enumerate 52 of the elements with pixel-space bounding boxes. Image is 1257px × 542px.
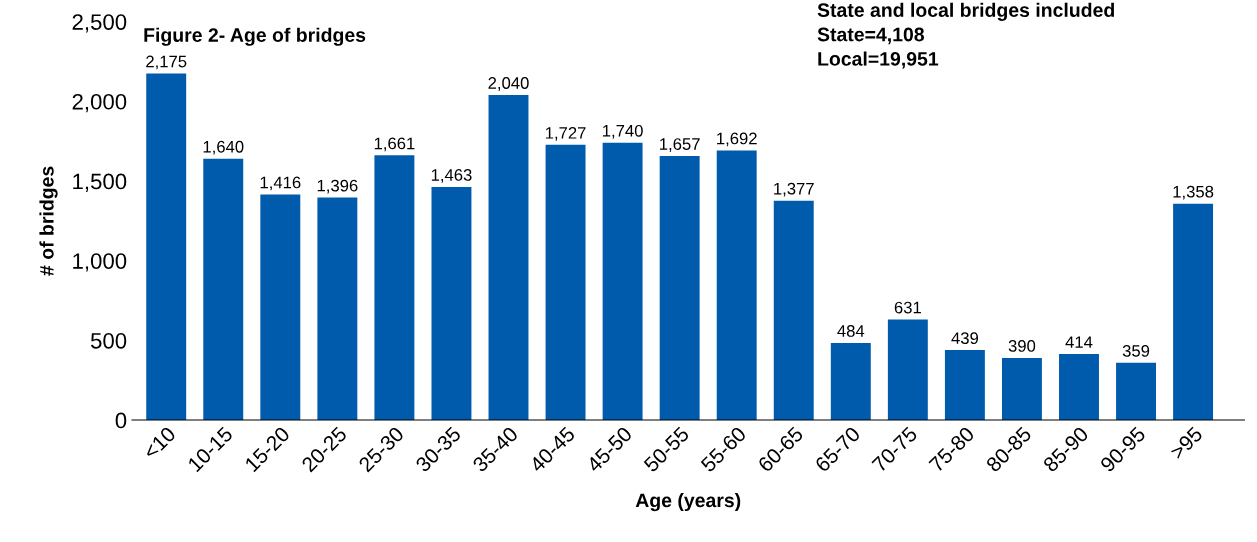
annotation: Local=19,951 bbox=[818, 51, 939, 69]
data-label: 390 bbox=[1008, 340, 1036, 352]
bar bbox=[203, 158, 244, 421]
x-tick-label: >95 bbox=[1169, 425, 1204, 460]
bar bbox=[317, 197, 358, 421]
y-axis-title: # of bridges bbox=[39, 166, 58, 276]
data-label: 484 bbox=[837, 325, 865, 337]
bar bbox=[716, 150, 757, 421]
data-label: 1,740 bbox=[603, 124, 643, 139]
bar bbox=[602, 142, 643, 421]
data-label: 1,416 bbox=[260, 176, 301, 191]
bar bbox=[773, 200, 814, 421]
bar bbox=[146, 73, 187, 421]
data-label: 359 bbox=[1122, 344, 1150, 357]
chart-title: Figure 2- Age of bridges bbox=[144, 27, 366, 46]
data-label: 1,657 bbox=[660, 138, 700, 152]
x-axis-title: Age (years) bbox=[635, 492, 741, 512]
data-label: 1,727 bbox=[545, 126, 586, 141]
data-label: 1,358 bbox=[1173, 185, 1214, 200]
y-tick-label: 2,000 bbox=[72, 93, 127, 113]
y-tick-label: 0 bbox=[115, 412, 127, 429]
bar bbox=[1001, 357, 1042, 421]
data-label: 631 bbox=[894, 301, 921, 314]
bar bbox=[260, 194, 301, 421]
data-label: 1,640 bbox=[203, 140, 244, 155]
bar bbox=[887, 319, 928, 421]
y-tick-label: 500 bbox=[90, 332, 127, 349]
data-label: 1,377 bbox=[774, 182, 814, 197]
data-label: 414 bbox=[1065, 336, 1093, 348]
x-tick-label: <10 bbox=[142, 425, 177, 460]
bar bbox=[431, 186, 472, 421]
bar bbox=[659, 156, 700, 421]
bar bbox=[1059, 354, 1099, 421]
data-label: 2,175 bbox=[146, 55, 187, 70]
bar bbox=[1116, 362, 1156, 421]
data-label: 1,692 bbox=[717, 132, 757, 147]
annotation: State=4,108 bbox=[817, 27, 925, 45]
data-label: 2,040 bbox=[488, 77, 529, 91]
bar bbox=[374, 155, 415, 421]
data-label: 1,463 bbox=[431, 169, 472, 183]
bar bbox=[545, 144, 586, 421]
data-label: 1,661 bbox=[374, 137, 415, 152]
bar bbox=[488, 94, 529, 421]
data-label: 1,396 bbox=[317, 179, 358, 194]
bar bbox=[944, 350, 985, 421]
y-tick-label: 2,500 bbox=[72, 14, 127, 33]
data-label: 439 bbox=[951, 332, 979, 345]
bar bbox=[830, 342, 871, 421]
bar bbox=[1173, 203, 1214, 421]
y-tick-label: 1,500 bbox=[73, 173, 127, 192]
y-tick-label: 1,000 bbox=[73, 253, 127, 272]
text: State and local bridges included bbox=[817, 2, 1114, 21]
